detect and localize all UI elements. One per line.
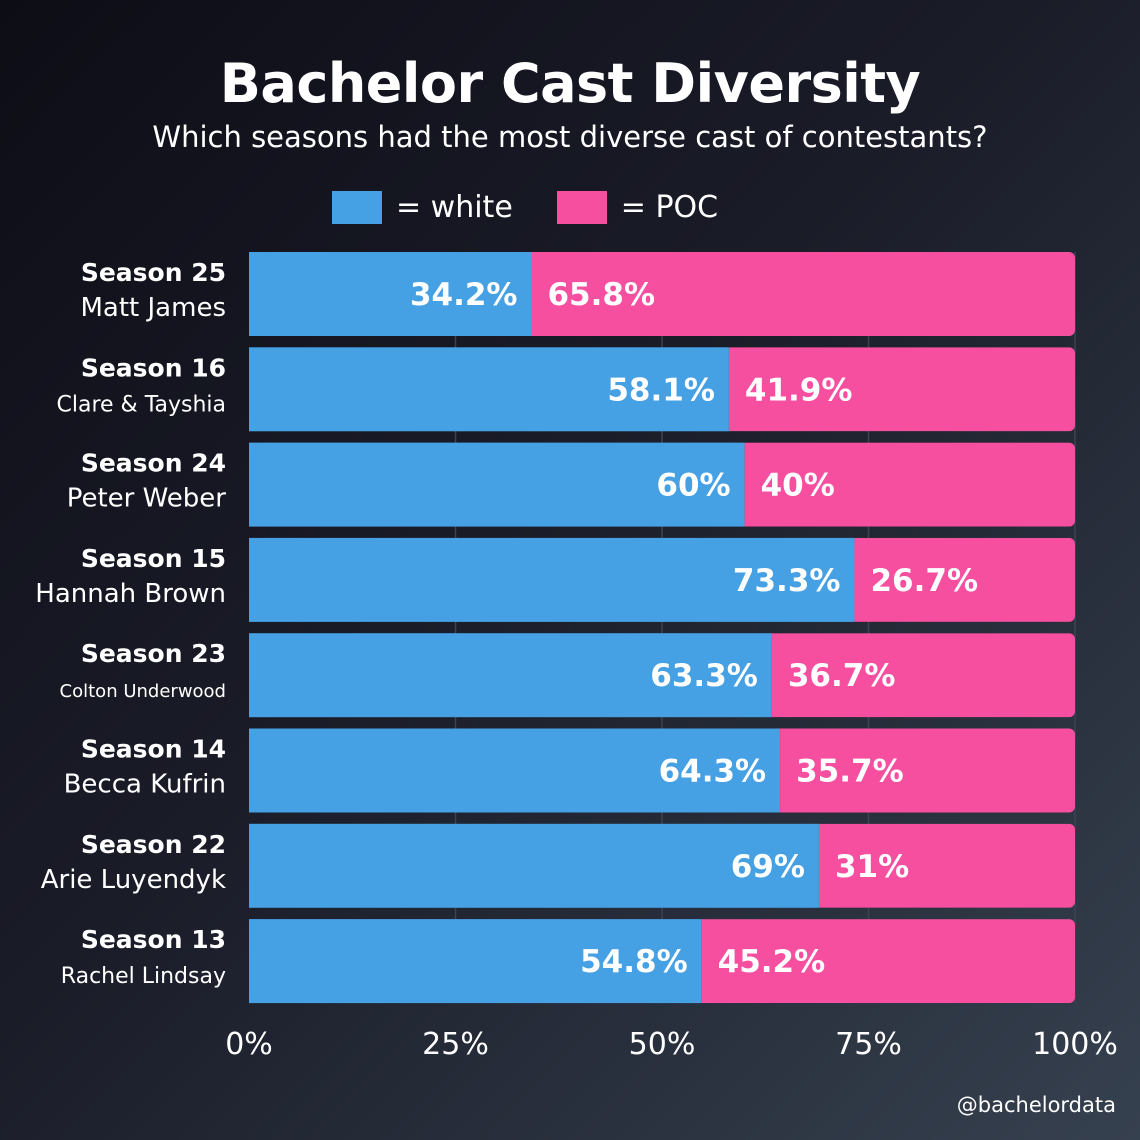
x-tick-label: 100% [1032,1027,1118,1062]
bar-white [249,728,781,813]
bar-poc [780,728,1075,813]
data-label-poc: 26.7% [870,563,978,599]
x-tick-label: 0% [225,1027,273,1062]
category-season-label: Season 14 [81,735,226,764]
category-season-label: Season 24 [81,449,226,478]
data-label-poc: 36.7% [788,658,896,694]
bar-white [249,823,819,908]
legend-item-white: = white [332,190,513,225]
category-season-label: Season 25 [81,258,226,287]
category-season-label: Season 16 [81,353,226,382]
bar-poc [701,919,1075,1004]
data-label-white: 73.3% [733,563,841,599]
data-label-poc: 40% [761,468,835,504]
category-season-label: Season 13 [81,925,226,954]
data-label-poc: 45.2% [718,944,826,980]
data-label-poc: 65.8% [547,277,655,313]
bar-poc [818,823,1075,908]
bar-white [249,633,772,718]
legend-label-poc: = POC [620,190,719,225]
bar-white [249,537,855,622]
category-lead-label: Arie Luyendyk [41,865,226,895]
data-label-white: 34.2% [410,277,518,313]
bar-white [249,347,729,432]
data-label-white: 69% [731,849,805,885]
category-lead-label: Rachel Lindsay [61,964,226,989]
legend-swatch-white [332,191,382,224]
data-label-white: 60% [656,468,730,504]
category-lead-label: Colton Underwood [60,681,226,702]
x-tick-label: 75% [835,1027,902,1062]
category-lead-label: Hannah Brown [35,579,226,609]
data-label-white: 58.1% [607,372,715,408]
x-tick-label: 25% [422,1027,489,1062]
chart-subtitle: Which seasons had the most diverse cast … [152,120,988,154]
bar-white [249,252,532,336]
legend-swatch-poc [556,191,607,224]
category-season-label: Season 15 [81,544,226,573]
data-label-poc: 31% [835,849,909,885]
credit-handle: @bachelordata [956,1093,1116,1117]
bar-poc [771,633,1075,718]
data-label-white: 64.3% [659,754,767,790]
bar-poc [728,347,1075,432]
legend-label-white: = white [396,190,513,225]
bar-white [249,919,702,1004]
x-tick-label: 50% [629,1027,696,1062]
bar-white [249,442,745,527]
category-lead-label: Clare & Tayshia [57,392,227,417]
category-lead-label: Peter Weber [67,484,227,514]
category-lead-label: Matt James [81,293,227,323]
category-lead-label: Becca Kufrin [64,770,226,800]
bar-poc [854,537,1075,622]
data-label-white: 63.3% [650,658,758,694]
data-label-white: 54.8% [580,944,688,980]
legend: = white = POC [332,190,762,225]
category-season-label: Season 23 [81,639,226,668]
data-label-poc: 41.9% [745,372,853,408]
legend-item-poc: = POC [556,190,719,225]
bar-poc [744,442,1075,527]
bar-poc [531,252,1075,336]
chart-title: Bachelor Cast Diversity [219,52,921,115]
category-season-label: Season 22 [81,830,226,859]
data-label-poc: 35.7% [796,754,904,790]
